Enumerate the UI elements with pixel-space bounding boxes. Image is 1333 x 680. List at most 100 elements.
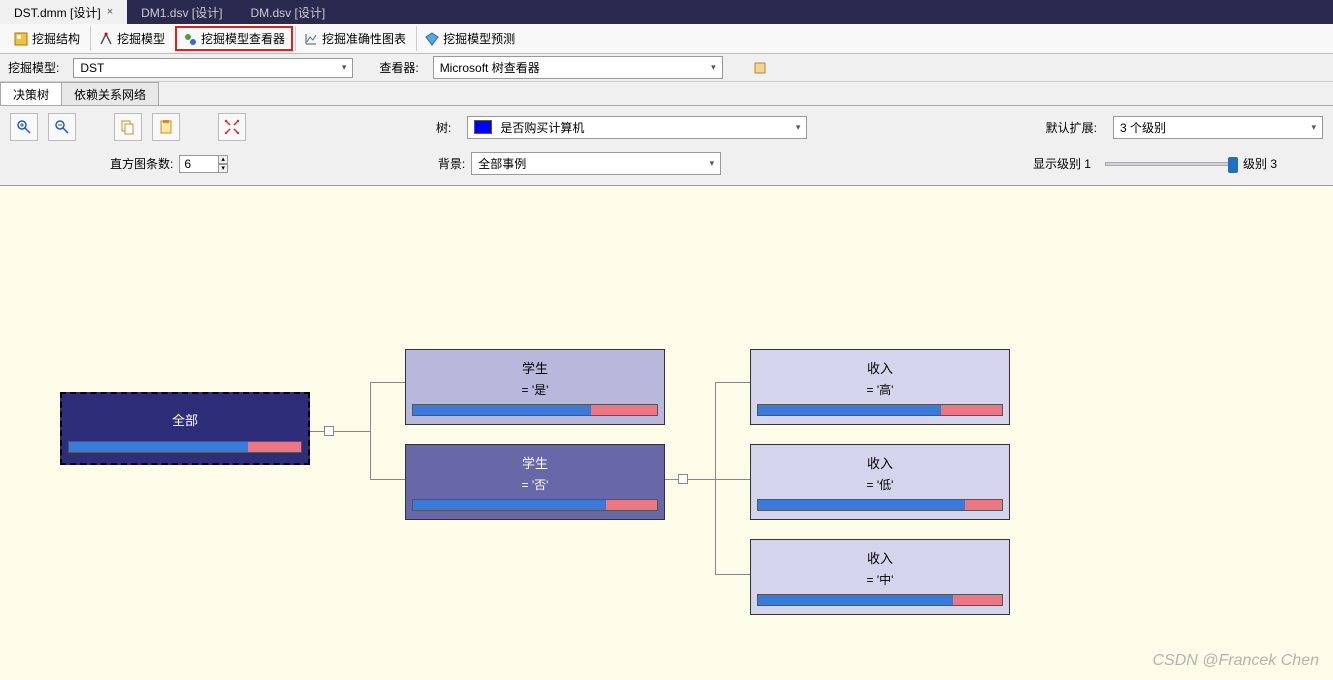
copy-button[interactable]: [114, 113, 142, 141]
bar-segment-b: [953, 595, 1002, 605]
viewer-label: 查看器:: [379, 59, 418, 76]
slider-thumb[interactable]: [1228, 157, 1238, 173]
node-title: 全部: [62, 408, 308, 431]
node-sub: = '中': [751, 569, 1009, 594]
paste-button[interactable]: [152, 113, 180, 141]
tool-tab-viewer[interactable]: 挖掘模型查看器: [175, 26, 293, 51]
viewer-dropdown[interactable]: Microsoft 树查看器 ▾: [433, 56, 723, 79]
tree-label: 树:: [436, 119, 451, 136]
node-title: 收入: [751, 546, 1009, 569]
connector: [715, 479, 750, 480]
connector: [334, 431, 370, 432]
bar-segment-a: [758, 405, 941, 415]
connector: [665, 479, 678, 480]
node-title: 收入: [751, 451, 1009, 474]
chevron-down-icon: ▾: [796, 122, 801, 133]
model-value: DST: [80, 61, 104, 75]
spinner-up[interactable]: ▴: [218, 155, 228, 164]
diamond-icon: [425, 32, 439, 46]
connector: [715, 574, 750, 575]
doc-tab-label: DM.dsv [设计]: [250, 4, 325, 21]
node-sub: = '高': [751, 379, 1009, 404]
chevron-down-icon: ▾: [342, 62, 347, 73]
slider-right-label: 级别 3: [1243, 155, 1277, 172]
doc-tab-1[interactable]: DM1.dsv [设计]: [127, 0, 236, 24]
document-tabs: DST.dmm [设计] × DM1.dsv [设计] DM.dsv [设计]: [0, 0, 1333, 24]
tree-value: 是否购买计算机: [500, 119, 584, 136]
color-swatch: [474, 120, 492, 134]
model-icon: [99, 32, 113, 46]
tree-node-l3[interactable]: 收入 = '中': [750, 539, 1010, 615]
node-title: 学生: [406, 356, 664, 379]
junction-icon[interactable]: [324, 426, 334, 436]
chart-icon: [304, 32, 318, 46]
tree-node-root[interactable]: 全部: [60, 392, 310, 465]
fit-button[interactable]: [218, 113, 246, 141]
bar-segment-b: [941, 405, 1002, 415]
node-bar: [412, 499, 658, 511]
node-sub: = '否': [406, 474, 664, 499]
bg-dropdown[interactable]: 全部事例 ▾: [471, 152, 721, 175]
node-sub: = '是': [406, 379, 664, 404]
model-viewer-row: 挖掘模型: DST ▾ 查看器: Microsoft 树查看器 ▾: [0, 54, 1333, 82]
bar-segment-a: [758, 595, 953, 605]
default-expand-dropdown[interactable]: 3 个级别 ▾: [1113, 116, 1323, 139]
tree-canvas: 全部 学生 = '是' 学生 = '否' 收入 = '高' 收入 =: [0, 186, 1333, 680]
zoom-in-button[interactable]: [10, 113, 38, 141]
tool-tab-label: 挖掘模型查看器: [201, 30, 285, 47]
tool-tab-label: 挖掘模型预测: [443, 30, 515, 47]
tool-tab-predict[interactable]: 挖掘模型预测: [416, 26, 523, 51]
node-bar: [757, 499, 1003, 511]
tree-dropdown[interactable]: 是否购买计算机 ▾: [467, 116, 807, 139]
sub-tab-tree[interactable]: 决策树: [0, 82, 62, 105]
tree-node-n1[interactable]: 学生 = '是': [405, 349, 665, 425]
node-title: 收入: [751, 356, 1009, 379]
node-bar: [757, 594, 1003, 606]
node-title: 学生: [406, 451, 664, 474]
sub-tab-network[interactable]: 依赖关系网络: [61, 82, 159, 105]
doc-tab-2[interactable]: DM.dsv [设计]: [236, 0, 339, 24]
default-expand-label: 默认扩展:: [1046, 119, 1097, 136]
tool-tab-structure[interactable]: 挖掘结构: [6, 26, 88, 51]
chevron-down-icon: ▾: [711, 62, 716, 73]
zoom-out-button[interactable]: [48, 113, 76, 141]
node-bar: [757, 404, 1003, 416]
tree-node-l2[interactable]: 收入 = '低': [750, 444, 1010, 520]
viewer-icon: [183, 32, 197, 46]
doc-tab-label: DM1.dsv [设计]: [141, 4, 222, 21]
bar-segment-b: [606, 500, 657, 510]
model-label: 挖掘模型:: [8, 59, 59, 76]
level-slider[interactable]: [1105, 162, 1235, 166]
tool-tab-model[interactable]: 挖掘模型: [90, 26, 173, 51]
bar-segment-b: [591, 405, 657, 415]
hist-label: 直方图条数:: [110, 155, 173, 172]
close-icon[interactable]: ×: [107, 6, 113, 18]
chevron-down-icon: ▾: [710, 158, 715, 169]
doc-tab-0[interactable]: DST.dmm [设计] ×: [0, 0, 127, 24]
bg-label: 背景:: [438, 155, 465, 172]
spinner-down[interactable]: ▾: [218, 164, 228, 173]
connector: [715, 382, 750, 383]
refresh-icon[interactable]: [753, 61, 767, 75]
hist-input[interactable]: [179, 155, 219, 173]
chevron-down-icon: ▾: [1311, 122, 1316, 133]
connector: [688, 479, 715, 480]
node-sub: = '低': [751, 474, 1009, 499]
bar-segment-b: [965, 500, 1002, 510]
tool-tab-label: 挖掘结构: [32, 30, 80, 47]
tree-node-l1[interactable]: 收入 = '高': [750, 349, 1010, 425]
watermark: CSDN @Francek Chen: [1152, 652, 1319, 670]
tree-node-n2[interactable]: 学生 = '否': [405, 444, 665, 520]
bar-segment-a: [758, 500, 965, 510]
param-row: 直方图条数: ▴ ▾ 背景: 全部事例 ▾ 显示级别 1 级别 3: [0, 148, 1333, 186]
model-dropdown[interactable]: DST ▾: [73, 58, 353, 78]
bar-segment-a: [69, 442, 248, 452]
tool-tab-label: 挖掘准确性图表: [322, 30, 406, 47]
tool-tab-accuracy[interactable]: 挖掘准确性图表: [295, 26, 414, 51]
node-bar: [412, 404, 658, 416]
junction-icon[interactable]: [678, 474, 688, 484]
bar-segment-a: [413, 405, 591, 415]
connector: [310, 431, 324, 432]
viewer-value: Microsoft 树查看器: [440, 59, 540, 76]
connector: [370, 479, 405, 480]
